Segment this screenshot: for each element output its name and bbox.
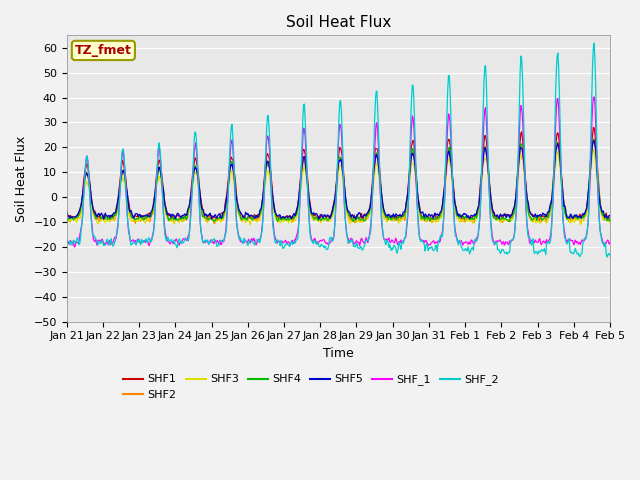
SHF1 — [63, 216, 70, 222]
SHF2 — [606, 216, 614, 222]
SHF5 — [383, 213, 391, 219]
SHF4 — [330, 203, 338, 209]
SHF3 — [383, 219, 391, 225]
SHF2 — [383, 216, 391, 221]
SHF_1 — [331, 225, 339, 231]
SHF4 — [182, 216, 190, 221]
SHF1 — [383, 214, 390, 220]
SHF2 — [211, 221, 218, 227]
SHF2 — [437, 212, 445, 217]
SHF1 — [461, 219, 469, 225]
X-axis label: Time: Time — [323, 347, 354, 360]
SHF_2 — [436, 234, 444, 240]
SHF2 — [589, 138, 597, 144]
SHF_2 — [603, 254, 611, 260]
SHF2 — [331, 203, 339, 209]
SHF4 — [556, 160, 564, 166]
SHF3 — [589, 147, 597, 153]
SHF1 — [606, 215, 614, 221]
Line: SHF_1: SHF_1 — [67, 97, 610, 247]
SHF2 — [182, 215, 190, 221]
Line: SHF4: SHF4 — [67, 139, 610, 222]
Line: SHF5: SHF5 — [67, 141, 610, 219]
SHF1 — [205, 213, 213, 219]
SHF4 — [205, 216, 213, 222]
SHF1 — [330, 200, 338, 206]
SHF4 — [63, 219, 70, 225]
SHF1 — [589, 124, 597, 130]
SHF3 — [331, 205, 339, 211]
SHF_2 — [330, 232, 338, 238]
SHF5 — [557, 168, 564, 174]
SHF5 — [315, 216, 323, 222]
SHF4 — [606, 216, 614, 222]
Y-axis label: Soil Heat Flux: Soil Heat Flux — [15, 135, 28, 222]
SHF3 — [63, 214, 70, 220]
SHF3 — [205, 217, 213, 223]
SHF3 — [606, 220, 614, 226]
SHF_1 — [206, 238, 214, 244]
SHF_2 — [205, 240, 213, 245]
SHF2 — [63, 216, 70, 222]
SHF4 — [436, 212, 444, 218]
Text: TZ_fmet: TZ_fmet — [75, 44, 132, 57]
SHF_1 — [606, 240, 614, 246]
SHF_1 — [183, 238, 191, 243]
SHF1 — [436, 212, 444, 217]
SHF_2 — [383, 238, 390, 244]
SHF2 — [557, 170, 564, 176]
SHF5 — [205, 211, 213, 217]
SHF_2 — [63, 239, 70, 245]
SHF3 — [557, 175, 564, 181]
Title: Soil Heat Flux: Soil Heat Flux — [285, 15, 391, 30]
Line: SHF3: SHF3 — [67, 150, 610, 225]
SHF3 — [437, 214, 445, 219]
SHF3 — [182, 216, 190, 222]
SHF_1 — [437, 234, 445, 240]
Line: SHF2: SHF2 — [67, 141, 610, 224]
SHF4 — [590, 136, 598, 142]
Legend: SHF1, SHF2, SHF3, SHF4, SHF5, SHF_1, SHF_2: SHF1, SHF2, SHF3, SHF4, SHF5, SHF_1, SHF… — [119, 370, 504, 405]
SHF3 — [246, 222, 254, 228]
SHF5 — [589, 138, 597, 144]
SHF2 — [205, 214, 213, 220]
SHF5 — [606, 213, 614, 218]
SHF_1 — [63, 238, 70, 244]
SHF_2 — [590, 40, 598, 46]
SHF1 — [182, 212, 190, 218]
SHF_1 — [590, 94, 598, 100]
SHF1 — [557, 163, 564, 169]
SHF_1 — [557, 167, 564, 173]
SHF_1 — [383, 238, 391, 244]
SHF5 — [437, 209, 445, 215]
SHF5 — [331, 197, 339, 203]
SHF5 — [63, 209, 70, 215]
SHF_1 — [70, 244, 78, 250]
SHF_2 — [556, 122, 564, 128]
SHF5 — [182, 213, 190, 218]
Line: SHF1: SHF1 — [67, 127, 610, 222]
Line: SHF_2: SHF_2 — [67, 43, 610, 257]
SHF_2 — [182, 236, 190, 242]
SHF4 — [383, 213, 390, 218]
SHF_2 — [606, 253, 614, 259]
